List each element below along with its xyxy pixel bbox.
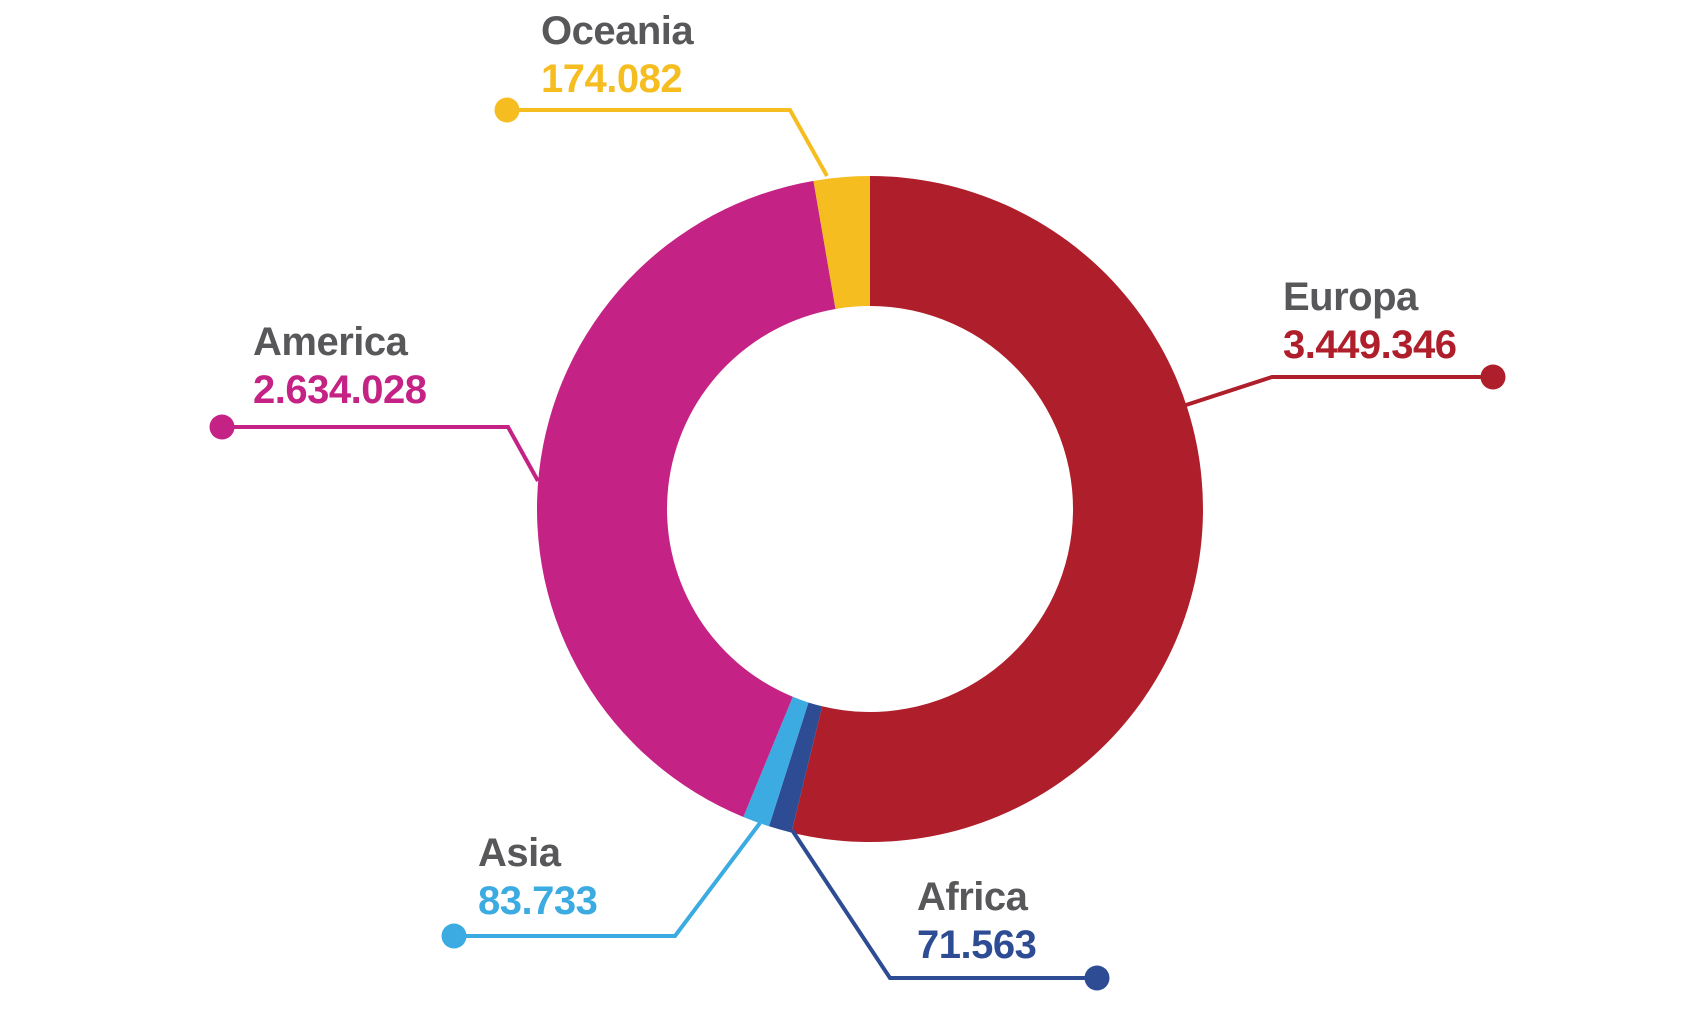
donut-segments — [536, 176, 1203, 842]
donut-segment-asia — [743, 696, 809, 827]
segment-value-africa: 71.563 — [917, 923, 1037, 967]
donut-segment-africa — [768, 702, 823, 833]
segment-label-oceania: Oceania — [541, 9, 694, 53]
segment-value-europa: 3.449.346 — [1283, 323, 1457, 367]
leader-line-oceania — [507, 108, 829, 177]
callout-europa: Europa 3.449.346 — [1283, 273, 1457, 369]
segment-label-europa: Europa — [1283, 275, 1418, 319]
segment-value-oceania: 174.082 — [541, 57, 683, 101]
callout-africa: Africa 71.563 — [917, 873, 1037, 969]
donut-segment-oceania — [813, 176, 870, 309]
leader-dot-asia — [441, 923, 467, 949]
segment-label-africa: Africa — [917, 875, 1028, 919]
leader-line-europa — [1185, 375, 1493, 407]
leader-line-asia — [454, 821, 762, 938]
segment-label-asia: Asia — [478, 831, 561, 875]
callout-america: America 2.634.028 — [253, 318, 427, 414]
leader-line-africa — [790, 828, 1097, 980]
segment-value-america: 2.634.028 — [253, 368, 427, 412]
donut-segment-america — [536, 180, 836, 817]
segment-label-america: America — [253, 320, 408, 364]
leader-line-america — [222, 425, 540, 482]
leader-dot-oceania — [494, 97, 520, 123]
segment-value-asia: 83.733 — [478, 879, 598, 923]
donut-segment-europa — [791, 176, 1203, 842]
callout-asia: Asia 83.733 — [478, 829, 598, 925]
leader-dot-europa — [1480, 364, 1506, 390]
callout-oceania: Oceania 174.082 — [541, 7, 694, 103]
leader-dot-africa — [1084, 965, 1110, 991]
leader-dot-america — [209, 414, 235, 440]
